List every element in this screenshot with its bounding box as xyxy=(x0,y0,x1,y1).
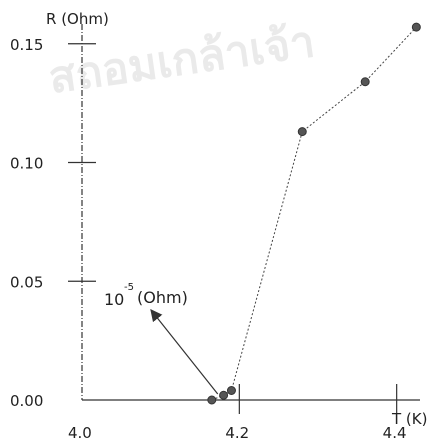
annotation-base: 10 xyxy=(104,290,124,309)
data-point xyxy=(297,127,307,137)
annotation-unit: (Ohm) xyxy=(137,288,188,307)
data-point xyxy=(219,390,229,400)
watermark-text: สถอมเกล้าเจ้า xyxy=(46,16,318,104)
points-group xyxy=(207,22,421,405)
y-tick-label: 0.15 xyxy=(10,36,43,54)
data-point xyxy=(360,77,370,87)
y-tick-label: 0.10 xyxy=(10,155,43,173)
annotation-group: 10-5(Ohm) xyxy=(104,282,219,395)
x-tick-label: 4.0 xyxy=(68,424,92,441)
ticks-group: 0.00 0.05 0.10 0.15 4.0 4.2 4.4 xyxy=(10,36,407,441)
y-tick-label: 0.05 xyxy=(10,273,43,291)
y-tick-label: 0.00 xyxy=(10,392,43,410)
data-point xyxy=(411,22,421,32)
series-line-group xyxy=(211,26,417,401)
series-line xyxy=(211,26,417,401)
y-axis-label: R (Ohm) xyxy=(46,10,109,28)
annotation-arrow xyxy=(150,309,219,395)
x-axis-label: T (K) xyxy=(391,410,427,428)
axes-group xyxy=(81,24,420,401)
data-point xyxy=(226,386,236,395)
data-point xyxy=(207,395,217,405)
x-tick-label: 4.2 xyxy=(225,424,249,441)
x-tick-label: 4.4 xyxy=(383,424,407,441)
annotation-exponent: -5 xyxy=(124,282,134,293)
